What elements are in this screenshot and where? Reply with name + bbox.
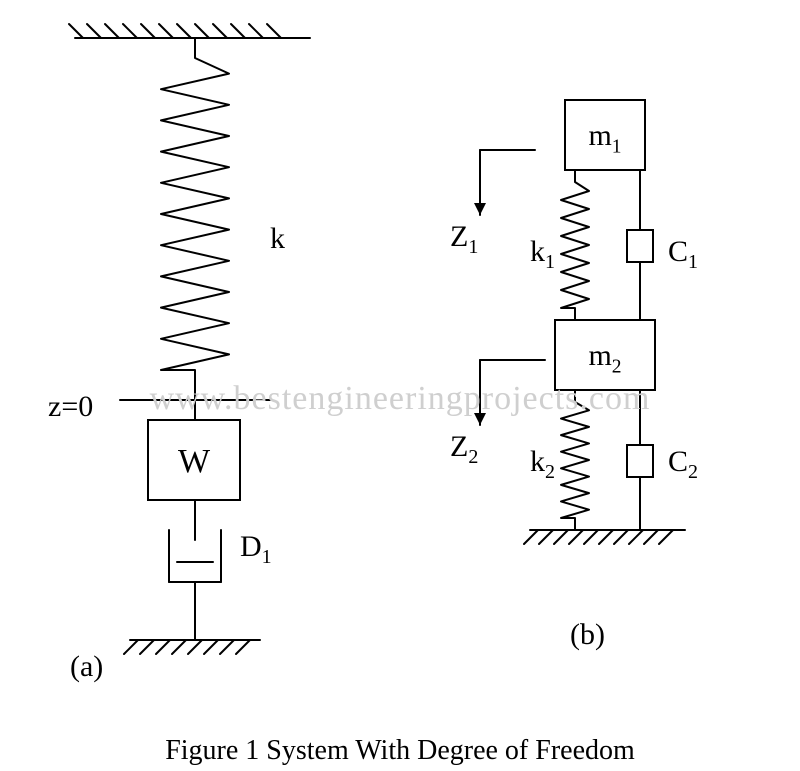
svg-text:m2: m2 (588, 339, 621, 378)
diagram-canvas: Wm1 m2 (0, 0, 800, 771)
subfigure-tag-b: (b) (570, 618, 605, 652)
label-Z2: Z2 (450, 430, 478, 469)
label-C2: C2 (668, 445, 698, 484)
svg-text:m1: m1 (588, 119, 621, 158)
label-dashpot-D: D1 (240, 530, 272, 569)
figure-caption: Figure 1 System With Degree of Freedom (0, 735, 800, 767)
svg-text:W: W (178, 443, 211, 480)
label-spring-k: k (270, 222, 285, 256)
label-k2: k2 (530, 445, 555, 484)
label-C1: C1 (668, 235, 698, 274)
label-Z1: Z1 (450, 220, 478, 259)
label-k1: k1 (530, 235, 555, 274)
subfigure-tag-a: (a) (70, 650, 103, 684)
label-z-zero: z=0 (48, 390, 93, 424)
